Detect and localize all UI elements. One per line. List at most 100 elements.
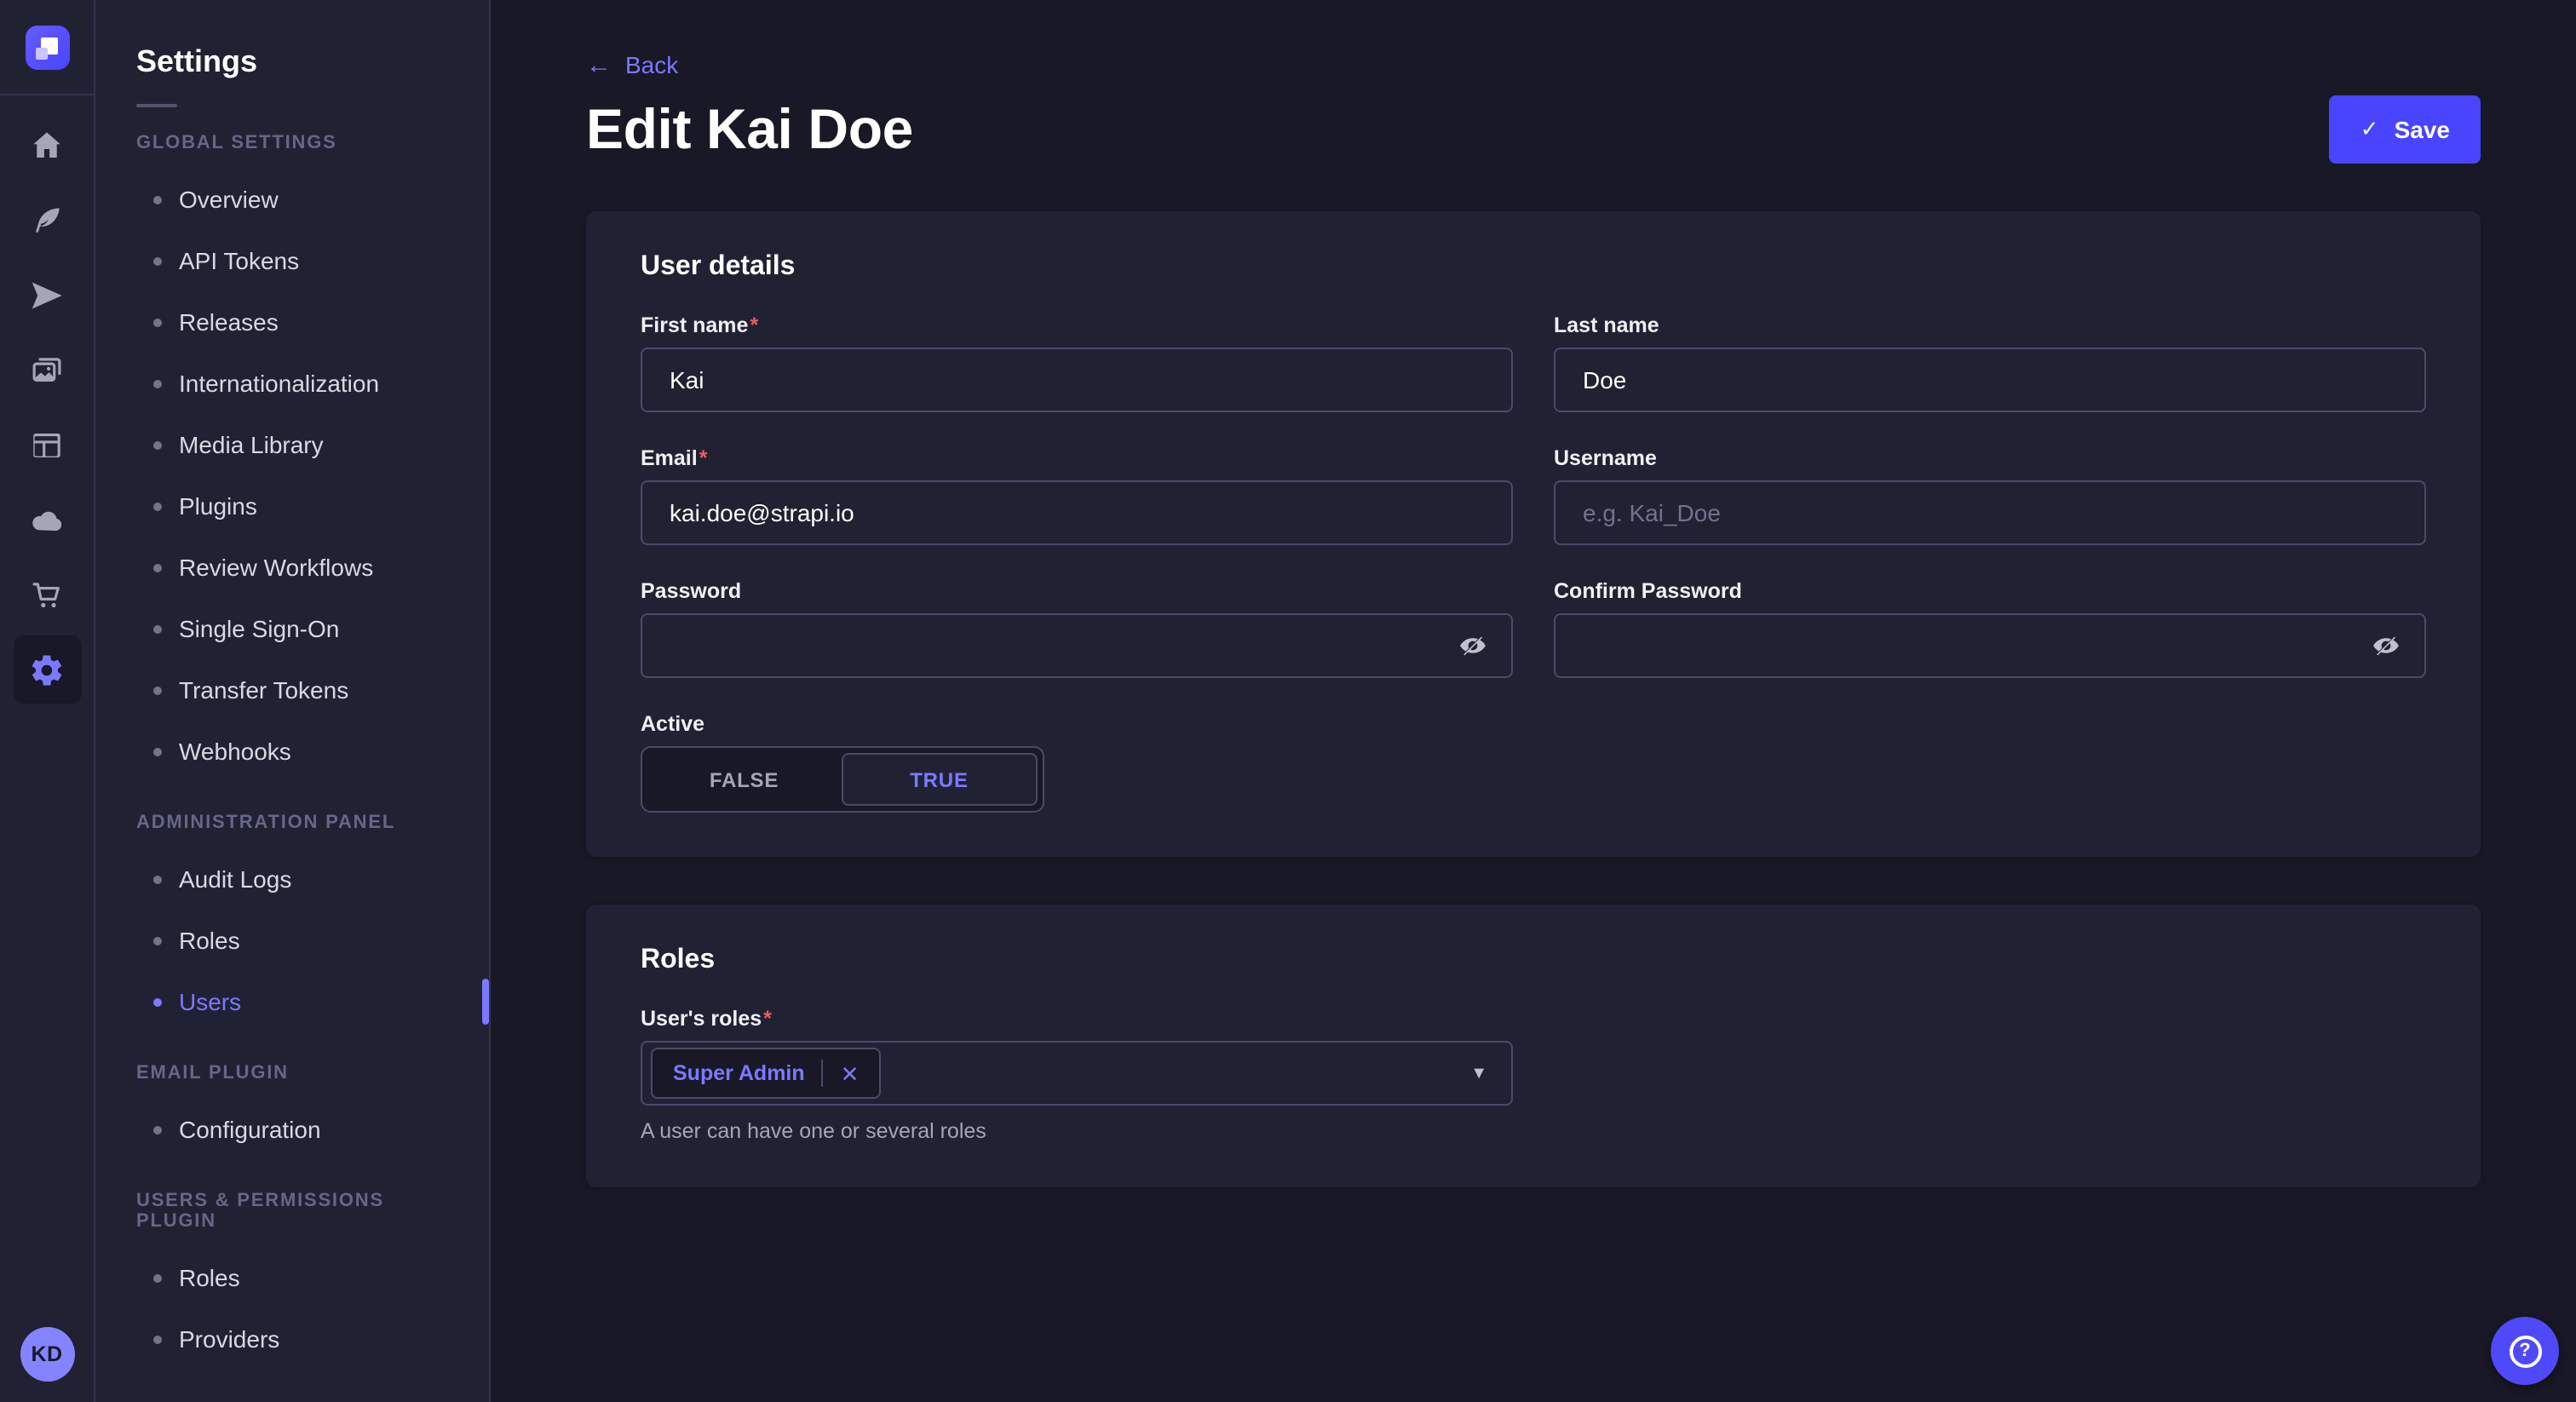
username-label: Username	[1554, 446, 1657, 470]
roles-card: Roles User's roles * Super Admin ✕ ▼ A us…	[586, 905, 2481, 1187]
nav-marketplace[interactable]	[13, 560, 81, 629]
last-name-input[interactable]	[1554, 348, 2426, 412]
help-button[interactable]: ?	[2491, 1317, 2559, 1385]
user-roles-field-group: User's roles * Super Admin ✕ ▼ A user can…	[641, 1007, 2426, 1143]
section-email-plugin: EMAIL PLUGIN	[136, 1063, 289, 1083]
first-name-input[interactable]	[641, 348, 1513, 412]
subnav-item-single-sign-on[interactable]: Single Sign-On	[95, 598, 489, 659]
home-icon	[33, 131, 60, 157]
roles-heading: Roles	[641, 945, 716, 974]
toggle-password-visibility-button[interactable]	[1453, 626, 1492, 665]
eye-off-icon	[1460, 635, 1486, 657]
subnav-item-releases[interactable]: Releases	[95, 291, 489, 353]
bullet-icon	[153, 686, 162, 694]
user-details-heading: User details	[641, 252, 796, 281]
email-label: Email	[641, 446, 698, 470]
nav-deploy[interactable]	[13, 486, 81, 554]
subnav-item-audit-logs[interactable]: Audit Logs	[95, 848, 489, 910]
back-arrow-icon: ←	[586, 50, 612, 79]
subnav-item-media-library[interactable]: Media Library	[95, 414, 489, 475]
user-details-card: User details First name* Last name Email…	[586, 211, 2481, 857]
paper-plane-icon	[32, 281, 62, 308]
bullet-icon	[153, 997, 162, 1006]
nav-releases[interactable]	[13, 261, 81, 329]
role-tag-super-admin: Super Admin ✕	[651, 1048, 882, 1099]
bullet-icon	[153, 875, 162, 883]
page-title: Edit Kai Doe	[586, 97, 913, 160]
active-field-group: Active FALSE TRUE	[641, 712, 1513, 813]
username-input[interactable]	[1554, 480, 2426, 545]
subnav-item-up-roles[interactable]: Roles	[95, 1247, 489, 1308]
role-tag-label: Super Admin	[673, 1061, 805, 1085]
bullet-icon	[153, 440, 162, 449]
subnav-item-admin-roles[interactable]: Roles	[95, 910, 489, 971]
subnav-item-plugins[interactable]: Plugins	[95, 475, 489, 537]
nav-content-manager[interactable]	[13, 186, 81, 254]
bullet-icon	[153, 624, 162, 633]
help-question-icon: ?	[2509, 1335, 2541, 1367]
confirm-password-input[interactable]	[1554, 613, 2426, 678]
password-input[interactable]	[641, 613, 1513, 678]
bullet-icon	[153, 379, 162, 388]
subnav-item-overview[interactable]: Overview	[95, 169, 489, 230]
toggle-option-false[interactable]: FALSE	[709, 767, 779, 791]
email-field-group: Email *	[641, 446, 1513, 545]
bullet-icon	[153, 318, 162, 326]
username-field-group: Username	[1554, 446, 2426, 545]
subnav-title-rule	[136, 104, 177, 107]
tag-divider	[821, 1060, 824, 1087]
section-administration-panel: ADMINISTRATION PANEL	[136, 813, 396, 833]
subnav-item-configuration[interactable]: Configuration	[95, 1099, 489, 1160]
remove-role-icon[interactable]: ✕	[840, 1060, 860, 1086]
feather-icon	[35, 207, 60, 233]
nav-settings[interactable]	[13, 635, 81, 704]
user-avatar[interactable]: KD	[20, 1327, 74, 1382]
required-asterisk: *	[750, 313, 759, 337]
subnav-title: Settings	[136, 44, 258, 78]
subnav-item-webhooks[interactable]: Webhooks	[95, 721, 489, 782]
check-icon: ✓	[2360, 116, 2379, 141]
strapi-logo-cell[interactable]	[0, 0, 95, 95]
eye-off-icon	[2373, 635, 2399, 657]
subnav-item-internationalization[interactable]: Internationalization	[95, 353, 489, 414]
bullet-icon	[153, 256, 162, 265]
main-content: ← Back Edit Kai Doe ✓ Save User details …	[491, 0, 2576, 1402]
subnav-item-providers[interactable]: Providers	[95, 1308, 489, 1370]
first-name-label: First name	[641, 313, 749, 337]
required-asterisk: *	[699, 446, 708, 470]
password-label: Password	[641, 579, 742, 603]
section-global-settings: GLOBAL SETTINGS	[136, 133, 337, 153]
toggle-option-true[interactable]: TRUE	[841, 753, 1038, 806]
back-link[interactable]: ← Back	[586, 51, 678, 78]
bullet-icon	[153, 1125, 162, 1134]
main-nav-rail: KD	[0, 0, 95, 1402]
strapi-logo-icon	[25, 25, 69, 69]
bullet-icon	[153, 1335, 162, 1343]
subnav-item-review-workflows[interactable]: Review Workflows	[95, 537, 489, 598]
layout-window-icon	[33, 433, 60, 457]
active-toggle: FALSE TRUE	[641, 746, 1044, 813]
nav-content-type-builder[interactable]	[13, 411, 81, 479]
bullet-icon	[153, 936, 162, 945]
subnav-item-users[interactable]: Users	[95, 971, 489, 1032]
roles-helper-text: A user can have one or several roles	[641, 1119, 986, 1143]
confirm-password-label: Confirm Password	[1554, 579, 1742, 603]
subnav-item-transfer-tokens[interactable]: Transfer Tokens	[95, 659, 489, 721]
settings-gear-icon	[32, 654, 62, 685]
password-field-group: Password	[641, 579, 1513, 678]
active-label: Active	[641, 712, 705, 736]
nav-home[interactable]	[13, 111, 81, 179]
nav-media-library[interactable]	[13, 336, 81, 404]
section-users-permissions-plugin: USERS & PERMISSIONS PLUGIN	[136, 1191, 384, 1232]
cart-icon	[32, 582, 60, 607]
user-roles-select[interactable]: Super Admin ✕ ▼	[641, 1041, 1513, 1106]
cloud-icon	[32, 510, 62, 531]
subnav-item-api-tokens[interactable]: API Tokens	[95, 230, 489, 291]
toggle-confirm-password-visibility-button[interactable]	[2366, 626, 2406, 665]
back-label: Back	[625, 51, 679, 78]
email-input[interactable]	[641, 480, 1513, 545]
bullet-icon	[153, 502, 162, 510]
last-name-label: Last name	[1554, 313, 1659, 337]
save-button[interactable]: ✓ Save	[2329, 95, 2481, 164]
